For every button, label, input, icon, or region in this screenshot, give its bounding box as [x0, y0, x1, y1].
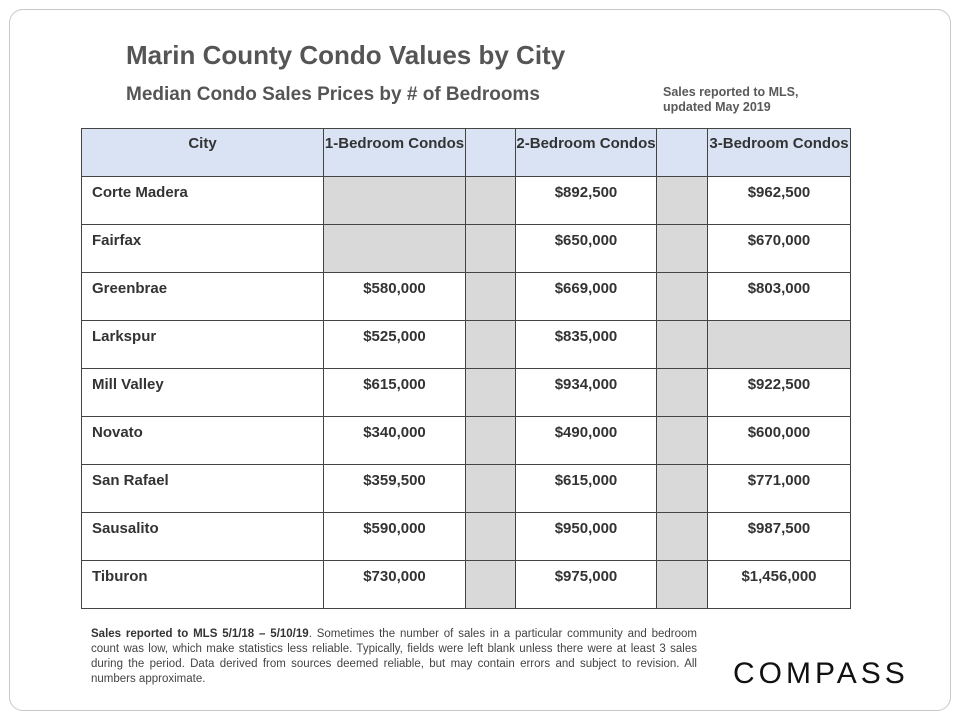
bed2-price-cell: $934,000 — [515, 368, 657, 417]
bed3-price-cell: $670,000 — [707, 224, 851, 273]
table-row: San Rafael $359,500 $615,000 $771,000 — [81, 464, 851, 513]
table-row: Novato $340,000 $490,000 $600,000 — [81, 416, 851, 465]
bed1-price-cell — [323, 176, 466, 225]
header-spacer — [465, 128, 516, 177]
spacer-cell — [656, 224, 708, 273]
spacer-cell — [465, 560, 516, 609]
source-note: Sales reported to MLS, updated May 2019 — [663, 85, 799, 114]
bed1-price-cell: $525,000 — [323, 320, 466, 369]
bed3-price-cell: $1,456,000 — [707, 560, 851, 609]
spacer-cell — [656, 560, 708, 609]
table-row: Corte Madera $892,500 $962,500 — [81, 176, 851, 225]
spacer-cell — [656, 272, 708, 321]
spacer-cell — [465, 368, 516, 417]
spacer-cell — [656, 512, 708, 561]
bed1-price-cell: $580,000 — [323, 272, 466, 321]
bed2-price-cell: $490,000 — [515, 416, 657, 465]
city-cell: Corte Madera — [81, 176, 324, 225]
spacer-cell — [465, 320, 516, 369]
bed2-price-cell: $650,000 — [515, 224, 657, 273]
page-subtitle: Median Condo Sales Prices by # of Bedroo… — [126, 84, 540, 105]
bed3-price-cell: $771,000 — [707, 464, 851, 513]
city-cell: Novato — [81, 416, 324, 465]
spacer-cell — [465, 464, 516, 513]
table-header-row: City 1-Bedroom Condos 2-Bedroom Condos 3… — [81, 128, 851, 177]
bed3-price-cell: $987,500 — [707, 512, 851, 561]
page-title: Marin County Condo Values by City — [126, 40, 566, 70]
spacer-cell — [465, 176, 516, 225]
spacer-cell — [656, 464, 708, 513]
table-body: Corte Madera $892,500 $962,500 Fairfax $650,… — [81, 176, 851, 609]
bed2-price-cell: $835,000 — [515, 320, 657, 369]
table-row: Tiburon $730,000 $975,000 $1,456,000 — [81, 560, 851, 609]
table-row: Fairfax $650,000 $670,000 — [81, 224, 851, 273]
spacer-cell — [656, 368, 708, 417]
table-row: Sausalito $590,000 $950,000 $987,500 — [81, 512, 851, 561]
header-1-bedroom: 1-Bedroom Condos — [323, 128, 466, 177]
header-city: City — [81, 128, 324, 177]
bed3-price-cell: $922,500 — [707, 368, 851, 417]
bed2-price-cell: $892,500 — [515, 176, 657, 225]
spacer-cell — [465, 512, 516, 561]
city-cell: Larkspur — [81, 320, 324, 369]
city-cell: Sausalito — [81, 512, 324, 561]
bed1-price-cell: $590,000 — [323, 512, 466, 561]
bed2-price-cell: $975,000 — [515, 560, 657, 609]
spacer-cell — [656, 416, 708, 465]
header-spacer — [656, 128, 708, 177]
header-2-bedroom: 2-Bedroom Condos — [515, 128, 657, 177]
compass-logo: COMPASS — [733, 657, 909, 690]
spacer-cell — [465, 272, 516, 321]
header-3-bedroom: 3-Bedroom Condos — [707, 128, 851, 177]
condo-values-table: City 1-Bedroom Condos 2-Bedroom Condos 3… — [81, 128, 851, 609]
city-cell: Greenbrae — [81, 272, 324, 321]
city-cell: Tiburon — [81, 560, 324, 609]
bed1-price-cell: $340,000 — [323, 416, 466, 465]
bed3-price-cell: $600,000 — [707, 416, 851, 465]
footer-text: . Sometimes the number of sales in a par… — [91, 628, 697, 685]
table-row: Larkspur $525,000 $835,000 — [81, 320, 851, 369]
table-row: Mill Valley $615,000 $934,000 $922,500 — [81, 368, 851, 417]
spacer-cell — [465, 224, 516, 273]
bed3-price-cell — [707, 320, 851, 369]
city-cell: Mill Valley — [81, 368, 324, 417]
table-row: Greenbrae $580,000 $669,000 $803,000 — [81, 272, 851, 321]
bed1-price-cell: $359,500 — [323, 464, 466, 513]
bed1-price-cell: $730,000 — [323, 560, 466, 609]
spacer-cell — [465, 416, 516, 465]
city-cell: San Rafael — [81, 464, 324, 513]
bed2-price-cell: $615,000 — [515, 464, 657, 513]
footer-disclaimer: Sales reported to MLS 5/1/18 – 5/10/19. … — [91, 627, 697, 687]
spacer-cell — [656, 320, 708, 369]
city-cell: Fairfax — [81, 224, 324, 273]
bed2-price-cell: $669,000 — [515, 272, 657, 321]
bed2-price-cell: $950,000 — [515, 512, 657, 561]
bed1-price-cell — [323, 224, 466, 273]
bed3-price-cell: $803,000 — [707, 272, 851, 321]
spacer-cell — [656, 176, 708, 225]
footer-date-range: Sales reported to MLS 5/1/18 – 5/10/19 — [91, 628, 309, 640]
bed1-price-cell: $615,000 — [323, 368, 466, 417]
bed3-price-cell: $962,500 — [707, 176, 851, 225]
